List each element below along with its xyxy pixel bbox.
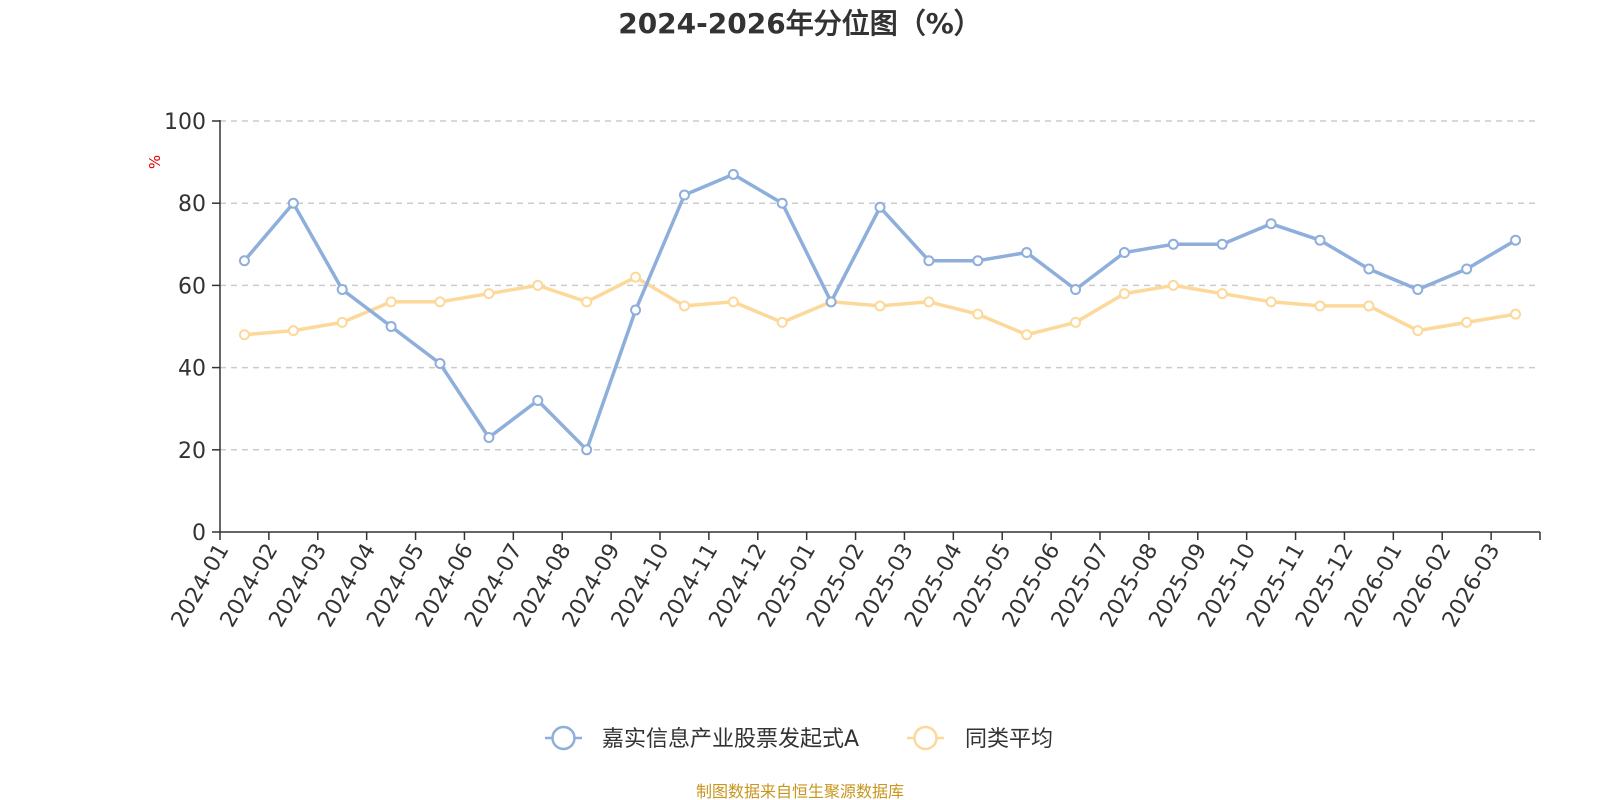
data-point[interactable] <box>630 271 642 283</box>
chart-title: 2024-2026年分位图（%） <box>618 7 982 40</box>
data-point[interactable] <box>1363 300 1375 312</box>
data-point[interactable] <box>287 197 299 209</box>
data-point[interactable] <box>1510 234 1522 246</box>
series-lines <box>238 168 1522 456</box>
legend-item-0[interactable]: 嘉实信息产业股票发起式A <box>545 725 859 752</box>
legend-marker <box>913 725 938 751</box>
data-point[interactable] <box>1363 263 1375 275</box>
y-tick-label: 80 <box>178 192 206 217</box>
legend-label: 嘉实信息产业股票发起式A <box>602 727 859 752</box>
legend-label: 同类平均 <box>965 727 1053 752</box>
data-point[interactable] <box>923 255 935 267</box>
data-point[interactable] <box>1314 300 1326 312</box>
data-point[interactable] <box>923 296 935 308</box>
data-point[interactable] <box>630 304 642 316</box>
series-0 <box>238 168 1522 456</box>
data-point[interactable] <box>1216 288 1228 300</box>
data-point[interactable] <box>1118 288 1130 300</box>
data-point[interactable] <box>238 255 250 267</box>
data-point[interactable] <box>874 201 886 213</box>
series-1 <box>238 271 1522 341</box>
y-axis-label: % <box>146 155 164 169</box>
data-point[interactable] <box>483 288 495 300</box>
legend-marker <box>551 725 576 751</box>
data-point[interactable] <box>1461 316 1473 328</box>
data-point[interactable] <box>581 296 593 308</box>
data-point[interactable] <box>727 296 739 308</box>
data-point[interactable] <box>776 316 788 328</box>
grid-lines <box>220 120 1540 451</box>
data-point[interactable] <box>483 431 495 443</box>
data-point[interactable] <box>287 325 299 337</box>
data-point[interactable] <box>1216 238 1228 250</box>
data-point[interactable] <box>1118 247 1130 259</box>
axes: 0204060801002024-012024-022024-032024-04… <box>164 110 1541 632</box>
data-point[interactable] <box>1412 284 1424 296</box>
data-point[interactable] <box>1021 329 1033 341</box>
data-point[interactable] <box>336 284 348 296</box>
data-point[interactable] <box>1167 279 1179 291</box>
y-tick-label: 40 <box>178 357 206 382</box>
y-tick-label: 20 <box>178 439 206 464</box>
data-point[interactable] <box>581 444 593 456</box>
data-point[interactable] <box>532 279 544 291</box>
data-point[interactable] <box>776 197 788 209</box>
legend: 嘉实信息产业股票发起式A 同类平均 <box>545 725 1053 752</box>
y-tick-label: 100 <box>164 110 206 135</box>
data-point[interactable] <box>825 296 837 308</box>
legend-item-1[interactable]: 同类平均 <box>907 725 1053 752</box>
series-line <box>243 172 1517 452</box>
data-point[interactable] <box>238 329 250 341</box>
data-point[interactable] <box>434 357 446 369</box>
data-point[interactable] <box>727 168 739 180</box>
data-point[interactable] <box>532 394 544 406</box>
data-point[interactable] <box>678 300 690 312</box>
data-point[interactable] <box>385 321 397 332</box>
data-point[interactable] <box>1412 325 1424 337</box>
data-point[interactable] <box>385 296 397 308</box>
data-point[interactable] <box>1510 308 1522 320</box>
data-point[interactable] <box>972 255 984 267</box>
data-point[interactable] <box>1265 296 1277 308</box>
data-point[interactable] <box>1070 284 1082 296</box>
data-point[interactable] <box>1314 234 1326 246</box>
data-point[interactable] <box>1265 218 1277 230</box>
data-point[interactable] <box>678 189 690 201</box>
y-tick-label: 0 <box>192 521 206 546</box>
data-point[interactable] <box>972 308 984 320</box>
data-point[interactable] <box>1167 238 1179 250</box>
data-point[interactable] <box>874 300 886 312</box>
data-point[interactable] <box>1070 316 1082 328</box>
data-point[interactable] <box>336 316 348 328</box>
data-point[interactable] <box>1021 247 1033 259</box>
source-note: 制图数据来自恒生聚源数据库 <box>696 782 904 800</box>
data-point[interactable] <box>434 296 446 308</box>
data-point[interactable] <box>1461 263 1473 275</box>
y-tick-label: 60 <box>178 274 206 299</box>
